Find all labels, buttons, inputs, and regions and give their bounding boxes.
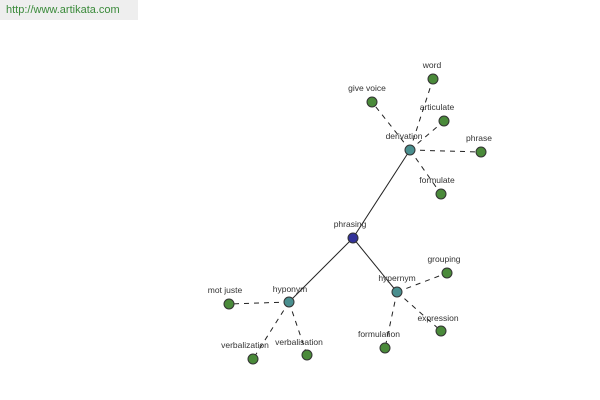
- header: http://www.artikata.com: [0, 0, 138, 20]
- node[interactable]: [301, 349, 313, 361]
- node-label: phrase: [466, 133, 492, 143]
- edge: [352, 237, 398, 293]
- node-label: expression: [417, 313, 458, 323]
- node[interactable]: [347, 232, 359, 244]
- edge: [228, 301, 290, 305]
- node-label: hypernym: [378, 273, 415, 283]
- node[interactable]: [247, 353, 259, 365]
- node-label: verbalization: [221, 340, 269, 350]
- node[interactable]: [438, 115, 450, 127]
- edge: [384, 291, 398, 349]
- node[interactable]: [435, 188, 447, 200]
- node-label: hyponym: [273, 284, 308, 294]
- node-label: derivation: [386, 131, 423, 141]
- node-label: word: [422, 60, 442, 70]
- node[interactable]: [283, 296, 295, 308]
- node-label: formulation: [358, 329, 400, 339]
- node-label: formulate: [419, 175, 455, 185]
- node-label: grouping: [427, 254, 460, 264]
- node[interactable]: [223, 298, 235, 310]
- node[interactable]: [379, 342, 391, 354]
- node-label: give voice: [348, 83, 386, 93]
- site-url[interactable]: http://www.artikata.com: [6, 4, 120, 16]
- edge: [409, 149, 482, 153]
- edge: [288, 237, 354, 303]
- node-label: phrasing: [334, 219, 367, 229]
- node[interactable]: [366, 96, 378, 108]
- edge: [352, 149, 411, 239]
- node-label: verbalisation: [275, 337, 323, 347]
- edge: [396, 291, 442, 332]
- node-label: articulate: [420, 102, 455, 112]
- edge: [396, 272, 448, 293]
- edge: [252, 301, 290, 360]
- edge: [409, 149, 442, 195]
- node[interactable]: [435, 325, 447, 337]
- node[interactable]: [427, 73, 439, 85]
- node[interactable]: [441, 267, 453, 279]
- edge: [409, 120, 445, 151]
- node-label: mot juste: [208, 285, 243, 295]
- edge: [371, 101, 411, 151]
- edge: [288, 301, 308, 356]
- node[interactable]: [404, 144, 416, 156]
- node[interactable]: [391, 286, 403, 298]
- edge: [409, 78, 434, 151]
- node[interactable]: [475, 146, 487, 158]
